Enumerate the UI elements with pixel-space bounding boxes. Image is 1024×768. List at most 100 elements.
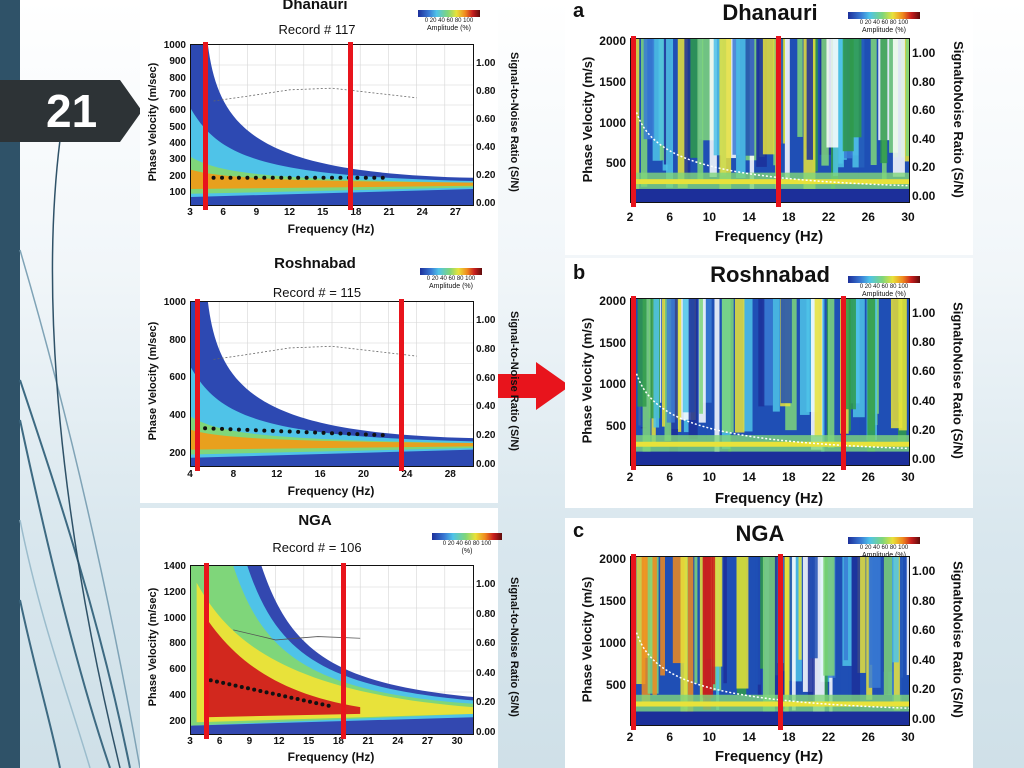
dispersion-point xyxy=(220,175,225,180)
left-panel-2-x-tick: 20 xyxy=(357,469,370,480)
energy-streak xyxy=(880,39,888,164)
energy-streak xyxy=(762,557,775,717)
energy-streak xyxy=(742,39,755,156)
dispersion-point xyxy=(233,683,238,688)
left-panel-1-x-axis-label: Frequency (Hz) xyxy=(287,222,375,236)
dispersion-point xyxy=(211,426,216,431)
energy-streak xyxy=(637,299,647,407)
energy-streak xyxy=(713,39,723,156)
energy-streak xyxy=(799,299,810,415)
right-panel-2-x-tick: 18 xyxy=(782,470,796,484)
dispersion-point xyxy=(287,175,292,180)
right-panel-3-y-tick: 500 xyxy=(605,678,626,692)
right-panel-2-x-axis-label: Frequency (Hz) xyxy=(714,490,824,507)
right-panel-1-snr-tick: 1.00 xyxy=(912,46,936,60)
right-arrow-icon xyxy=(488,362,570,410)
left-panel-2-x-tick: 24 xyxy=(401,469,413,480)
right-panel-1-title: Dhanauri xyxy=(722,0,818,25)
right-panel-3-snr-axis-label: SignaltoNoise Ratio (S/N) xyxy=(950,561,966,718)
energy-streak xyxy=(830,299,842,438)
energy-streak xyxy=(652,557,657,696)
dispersion-point xyxy=(203,426,208,431)
left-panel-1-snr-tick: 0.60 xyxy=(476,114,496,125)
left-panel-3-y-tick: 1000 xyxy=(163,612,186,624)
right-panel-3-snr-tick: 0.40 xyxy=(912,652,936,667)
right-panel-2-plot xyxy=(630,298,910,466)
dispersion-point xyxy=(295,697,300,702)
energy-streak xyxy=(714,299,720,454)
energy-streak xyxy=(809,557,818,659)
dispersion-point xyxy=(296,175,301,180)
energy-streak xyxy=(653,299,660,428)
left-panel-2-y-tick: 400 xyxy=(169,410,186,422)
right-panel-1-frequency-marker xyxy=(631,36,636,207)
energy-streak xyxy=(784,557,790,696)
right-panel-1-x-axis-label: Frequency (Hz) xyxy=(714,228,824,245)
energy-streak xyxy=(712,557,716,685)
left-panel-3-x-tick: 3 xyxy=(187,736,193,747)
right-panel-1-snr-tick: 0.80 xyxy=(912,74,936,89)
energy-streak xyxy=(826,39,839,148)
right-panel-2-snr-tick: 0.00 xyxy=(912,452,936,466)
dispersion-point xyxy=(313,175,318,180)
energy-streak xyxy=(890,299,903,429)
left-panel-3-frequency-marker xyxy=(341,563,346,739)
dispersion-image xyxy=(631,39,909,202)
energy-streak xyxy=(666,299,675,423)
left-panel-2-snr-tick: 1.00 xyxy=(476,315,496,326)
dispersion-point xyxy=(304,175,309,180)
energy-streak xyxy=(734,299,745,433)
dispersion-curve xyxy=(635,373,909,450)
left-panel-3-snr-tick: 0.60 xyxy=(476,638,496,650)
energy-streak xyxy=(736,39,746,179)
right-panel-1-snr-tick: 0.60 xyxy=(912,103,936,118)
dispersion-point xyxy=(227,682,232,687)
energy-band xyxy=(631,179,909,185)
decorative-curves xyxy=(19,139,141,768)
dispersion-point xyxy=(220,426,225,431)
energy-streak xyxy=(694,557,698,684)
right-panel-2-x-tick: 6 xyxy=(666,470,674,484)
left-panel-1-plot xyxy=(190,44,474,206)
left-panel-1-y-tick: 200 xyxy=(169,170,186,182)
amplitude-label: Amplitude (%) xyxy=(862,552,906,559)
right-panel-3-frequency-marker xyxy=(631,554,636,730)
right-panel-2-x-tick: 22 xyxy=(821,470,836,484)
left-panel-2-plot xyxy=(190,301,474,467)
right-panel-2-x-tick: 2 xyxy=(626,470,634,484)
right-panel-3-snr-tick: 1.00 xyxy=(912,564,936,578)
dispersion-point xyxy=(245,686,250,691)
amplitude-label: Amplitude (%) xyxy=(429,283,473,290)
amplitude-ticks: 0 20 40 60 80 100 xyxy=(859,20,909,26)
energy-streak xyxy=(685,557,694,716)
dispersion-point xyxy=(287,429,292,434)
left-panel-1-x-tick: 3 xyxy=(187,207,193,218)
dispersion-point xyxy=(296,429,301,434)
energy-streak xyxy=(838,39,843,164)
energy-streak xyxy=(688,39,698,158)
left-panel-1-snr-tick: 0.80 xyxy=(476,86,496,97)
right-panel-1-snr-tick: 0.00 xyxy=(912,189,936,203)
left-panel-3-record: Record # = 106 xyxy=(272,540,362,555)
energy-streak xyxy=(701,299,712,403)
left-panel-3-x-tick: 15 xyxy=(303,736,315,747)
right-panel-1-snr-axis-label: SignaltoNoise Ratio (S/N) xyxy=(950,40,966,198)
dispersion-point xyxy=(320,702,325,707)
left-panel-2-x-tick: 8 xyxy=(230,469,237,480)
energy-streak xyxy=(758,299,765,407)
right-panel-3-y-tick: 1000 xyxy=(599,636,626,650)
right-panel-1-snr-tick: 0.20 xyxy=(912,160,936,175)
amplitude-colorbar xyxy=(432,533,502,540)
right-panel-1-y-tick: 1000 xyxy=(599,115,626,130)
right-panel-1-x-tick: 22 xyxy=(821,210,836,224)
energy-streak xyxy=(773,39,777,166)
left-panel-2-title: Roshnabad xyxy=(274,255,356,272)
energy-streak xyxy=(697,39,704,181)
left-panel-2-frequency-marker xyxy=(399,299,404,471)
right-panel-3-x-tick: 6 xyxy=(666,730,674,744)
left-panel-1-snr-tick: 0.40 xyxy=(476,142,496,153)
dispersion-point xyxy=(270,428,275,433)
dispersion-point xyxy=(253,175,258,180)
right-panel-3-x-tick: 22 xyxy=(821,730,836,744)
right-panel-3-snr-tick: 0.00 xyxy=(912,712,936,726)
